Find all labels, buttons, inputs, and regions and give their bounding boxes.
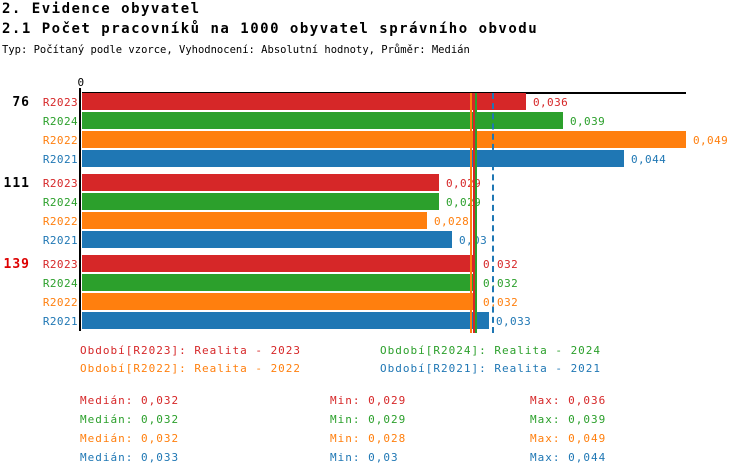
legend-item-R2023: Období[R2023]: Realita - 2023 <box>80 344 302 357</box>
bar-value-label: 0,03 <box>459 234 488 247</box>
stat-max-R2024: Max: 0,039 <box>530 413 607 426</box>
bar-R2022 <box>82 131 686 148</box>
legend-item-R2021: Období[R2021]: Realita - 2021 <box>380 362 602 375</box>
bar-value-label: 0,036 <box>533 96 569 109</box>
median-line-R2021 <box>491 93 494 333</box>
section-title: 2.1 Počet pracovníků na 1000 obyvatel sp… <box>2 21 539 37</box>
axis-zero-label: 0 <box>77 76 85 89</box>
median-line-R2024 <box>475 93 478 333</box>
x-axis-line <box>82 92 686 94</box>
stat-median-R2021: Medián: 0,033 <box>80 451 180 464</box>
bar-series-label: R2021 <box>42 315 78 328</box>
stat-median-R2024: Medián: 0,032 <box>80 413 180 426</box>
bar-R2021 <box>82 150 624 167</box>
stat-min-R2022: Min: 0,028 <box>330 432 407 445</box>
bar-R2024 <box>82 112 563 129</box>
bar-series-label: R2023 <box>42 177 78 190</box>
stat-max-R2021: Max: 0,044 <box>530 451 607 464</box>
bar-value-label: 0,032 <box>483 296 519 309</box>
bar-R2023 <box>82 255 476 272</box>
bar-R2021 <box>82 312 489 329</box>
stat-median-R2023: Medián: 0,032 <box>80 394 180 407</box>
bar-value-label: 0,039 <box>570 115 606 128</box>
report-meta: Typ: Počítaný podle vzorce, Vyhodnocení:… <box>2 44 470 56</box>
group-label: 111 <box>3 176 30 191</box>
bar-value-label: 0,049 <box>693 134 729 147</box>
bar-value-label: 0,033 <box>496 315 532 328</box>
bar-series-label: R2021 <box>42 234 78 247</box>
group-label: 139 <box>3 257 30 272</box>
median-line-R2023 <box>472 93 475 333</box>
bar-series-label: R2024 <box>42 277 78 290</box>
bar-series-label: R2023 <box>42 96 78 109</box>
legend-item-R2022: Období[R2022]: Realita - 2022 <box>80 362 302 375</box>
bar-R2024 <box>82 193 439 210</box>
stat-min-R2021: Min: 0,03 <box>330 451 399 464</box>
bar-value-label: 0,032 <box>483 258 519 271</box>
bar-R2022 <box>82 212 427 229</box>
legend-item-R2024: Období[R2024]: Realita - 2024 <box>380 344 602 357</box>
bar-series-label: R2023 <box>42 258 78 271</box>
bar-R2023 <box>82 174 439 191</box>
group-label: 76 <box>12 95 30 110</box>
stat-max-R2022: Max: 0,049 <box>530 432 607 445</box>
bar-value-label: 0,032 <box>483 277 519 290</box>
stat-min-R2024: Min: 0,029 <box>330 413 407 426</box>
bar-value-label: 0,028 <box>434 215 470 228</box>
bar-R2021 <box>82 231 452 248</box>
bar-R2022 <box>82 293 476 310</box>
bar-R2023 <box>82 93 526 110</box>
stat-max-R2023: Max: 0,036 <box>530 394 607 407</box>
bar-series-label: R2024 <box>42 115 78 128</box>
report-title: 2. Evidence obyvatel <box>2 1 201 17</box>
median-line-R2022 <box>470 93 473 333</box>
stat-median-R2022: Medián: 0,032 <box>80 432 180 445</box>
bar-R2024 <box>82 274 476 291</box>
bar-value-label: 0,044 <box>631 153 667 166</box>
stat-min-R2023: Min: 0,029 <box>330 394 407 407</box>
bar-series-label: R2022 <box>42 134 78 147</box>
y-axis-line <box>79 88 81 331</box>
bar-series-label: R2022 <box>42 215 78 228</box>
bar-series-label: R2022 <box>42 296 78 309</box>
bar-series-label: R2021 <box>42 153 78 166</box>
bar-series-label: R2024 <box>42 196 78 209</box>
